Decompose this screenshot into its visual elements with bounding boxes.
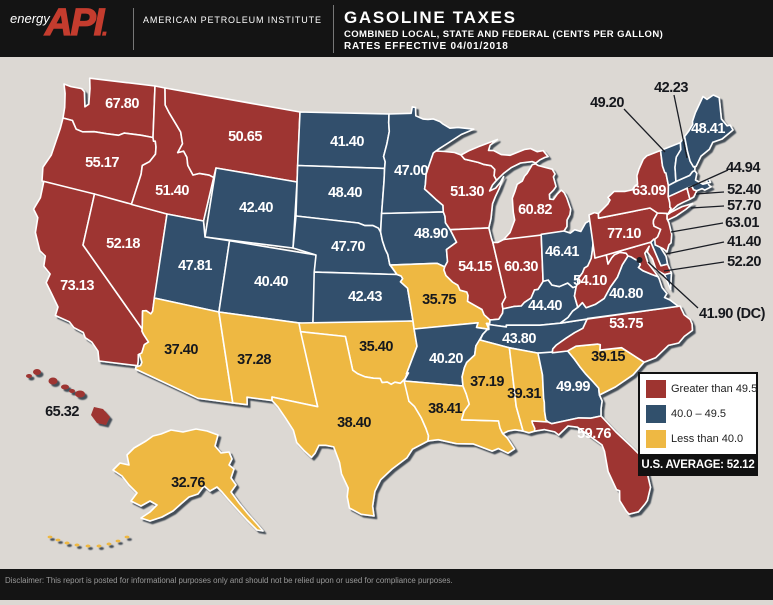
svg-text:35.75: 35.75	[422, 292, 456, 308]
svg-text:55.17: 55.17	[85, 155, 119, 171]
svg-text:54.10: 54.10	[573, 273, 607, 289]
svg-text:67.80: 67.80	[105, 96, 139, 112]
svg-text:52.20: 52.20	[727, 254, 761, 270]
svg-text:35.40: 35.40	[359, 339, 393, 355]
svg-text:40.80: 40.80	[609, 286, 643, 302]
svg-text:63.01: 63.01	[725, 215, 759, 231]
svg-text:43.80: 43.80	[502, 331, 536, 347]
svg-text:37.19: 37.19	[470, 374, 504, 390]
svg-text:52.18: 52.18	[106, 236, 140, 252]
svg-text:47.81: 47.81	[178, 258, 212, 274]
svg-text:32.76: 32.76	[171, 475, 205, 491]
svg-text:47.00: 47.00	[394, 163, 428, 179]
svg-text:48.41: 48.41	[691, 121, 725, 137]
svg-text:48.90: 48.90	[414, 226, 448, 242]
svg-text:54.15: 54.15	[458, 259, 492, 275]
svg-text:40.20: 40.20	[429, 351, 463, 367]
svg-text:50.65: 50.65	[228, 129, 262, 145]
svg-text:51.30: 51.30	[450, 184, 484, 200]
svg-text:53.75: 53.75	[609, 316, 643, 332]
svg-text:60.30: 60.30	[504, 259, 538, 275]
svg-text:77.10: 77.10	[607, 226, 641, 242]
svg-text:49.20: 49.20	[590, 95, 624, 111]
svg-text:41.40: 41.40	[330, 134, 364, 150]
svg-text:41.90 (DC): 41.90 (DC)	[699, 306, 766, 322]
svg-text:39.31: 39.31	[507, 386, 541, 402]
svg-text:39.15: 39.15	[591, 349, 625, 365]
svg-text:37.40: 37.40	[164, 342, 198, 358]
svg-text:47.70: 47.70	[331, 239, 365, 255]
svg-text:63.09: 63.09	[632, 183, 666, 199]
svg-text:38.40: 38.40	[337, 415, 371, 431]
svg-text:73.13: 73.13	[60, 278, 94, 294]
svg-text:41.40: 41.40	[727, 234, 761, 250]
svg-text:44.40: 44.40	[528, 298, 562, 314]
svg-text:37.28: 37.28	[237, 352, 271, 368]
svg-text:48.40: 48.40	[328, 185, 362, 201]
svg-text:42.23: 42.23	[654, 80, 688, 96]
svg-text:42.43: 42.43	[348, 289, 382, 305]
svg-text:42.40: 42.40	[239, 200, 273, 216]
svg-text:57.70: 57.70	[727, 198, 761, 214]
svg-text:49.99: 49.99	[556, 379, 590, 395]
svg-text:38.41: 38.41	[428, 401, 462, 417]
svg-text:51.40: 51.40	[155, 183, 189, 199]
svg-text:59.76: 59.76	[577, 426, 611, 442]
svg-text:52.40: 52.40	[727, 182, 761, 198]
svg-text:44.94: 44.94	[726, 160, 760, 176]
svg-text:65.32: 65.32	[45, 404, 79, 420]
svg-text:60.82: 60.82	[518, 202, 552, 218]
svg-text:46.41: 46.41	[545, 244, 579, 260]
svg-text:40.40: 40.40	[254, 274, 288, 290]
